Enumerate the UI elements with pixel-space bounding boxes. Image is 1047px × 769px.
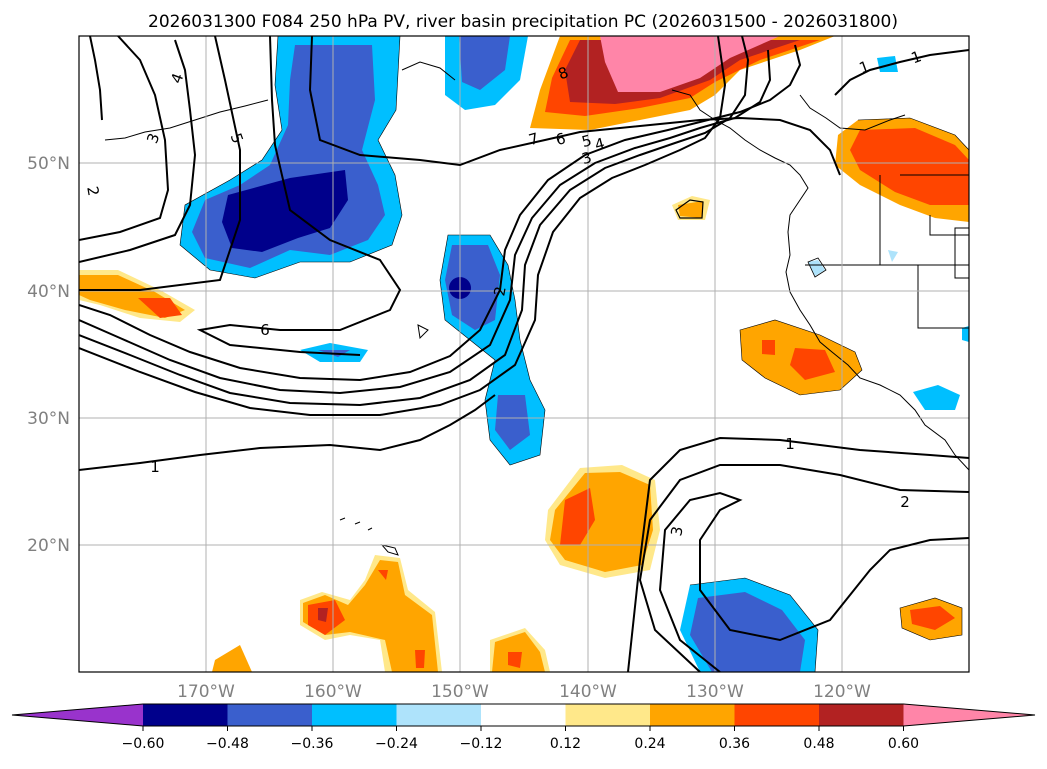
colorbar-swatch	[312, 704, 397, 726]
positive-anomaly-shading	[79, 36, 969, 672]
contour-label: 6	[554, 129, 568, 149]
colorbar-swatch	[481, 704, 566, 726]
contour-label: 2	[490, 285, 509, 298]
contour-label: 1	[150, 458, 160, 476]
contour-label: 3	[667, 525, 686, 538]
lon-label: 170°W	[177, 682, 235, 702]
colorbar-tick-label: −0.36	[291, 736, 334, 752]
pv-contours	[79, 36, 969, 672]
colorbar-tick-label: −0.12	[460, 736, 503, 752]
map-panel[interactable]: 4 3 5 2 6 1 8 7 6 5 4 3 2 1 1 2 3 1	[79, 36, 969, 672]
lat-label: 40°N	[27, 282, 70, 302]
colorbar-extend-min	[12, 704, 143, 726]
lon-label: 150°W	[431, 682, 489, 702]
colorbar-tick-label: 0.48	[803, 736, 834, 752]
colorbar-swatch	[734, 704, 820, 726]
contour-label: 2	[83, 185, 102, 198]
colorbar-tick-label: 0.60	[888, 736, 919, 752]
colorbar-tick-label: 0.36	[719, 736, 750, 752]
coastlines	[104, 61, 969, 556]
lat-label: 50°N	[27, 154, 70, 174]
contour-label: 3	[580, 148, 594, 168]
latitude-labels: 50°N 40°N 30°N 20°N	[27, 154, 70, 556]
gridlines	[79, 36, 969, 672]
contour-label: 2	[900, 493, 910, 511]
colorbar-swatch	[396, 704, 482, 726]
lon-label: 140°W	[559, 682, 617, 702]
colorbar-tick-label: −0.60	[122, 736, 165, 752]
lon-label: 130°W	[686, 682, 744, 702]
colorbar: −0.60 −0.48 −0.36 −0.24 −0.12 0.12 0.24 0.36 0.4…	[11, 703, 1036, 752]
map-frame	[78, 35, 970, 673]
lon-label: 120°W	[813, 682, 871, 702]
colorbar-tick-label: 0.24	[634, 736, 665, 752]
contour-label: 5	[580, 131, 594, 151]
contour-label: 7	[527, 129, 541, 149]
longitude-labels: 170°W 160°W 150°W 140°W 130°W 120°W	[177, 682, 871, 702]
colorbar-swatch	[565, 704, 651, 726]
colorbar-tick-label: −0.24	[375, 736, 418, 752]
lat-label: 20°N	[27, 536, 70, 556]
contour-label: 1	[785, 435, 795, 453]
colorbar-tick-label: 0.12	[550, 736, 581, 752]
figure-title: 2026031300 F084 250 hPa PV, river basin …	[148, 12, 898, 32]
lat-label: 30°N	[27, 409, 70, 429]
colorbar-swatch	[143, 704, 228, 726]
contour-label: 6	[260, 321, 270, 339]
colorbar-swatch	[650, 704, 735, 726]
colorbar-tick-label: −0.48	[206, 736, 249, 752]
colorbar-extend-max	[903, 704, 1035, 726]
colorbar-swatch	[819, 704, 904, 726]
contour-label: 4	[593, 134, 607, 154]
colorbar-swatch	[227, 704, 313, 726]
lon-label: 160°W	[304, 682, 362, 702]
